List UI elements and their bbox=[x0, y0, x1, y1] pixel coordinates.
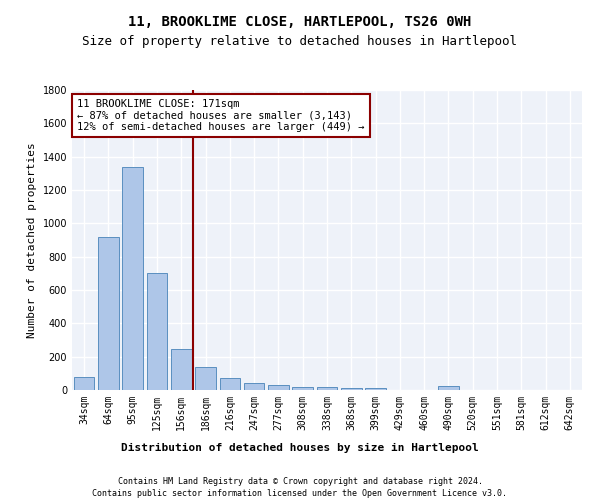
Bar bbox=[292, 386, 313, 390]
Bar bbox=[122, 166, 143, 390]
Bar bbox=[98, 236, 119, 390]
Text: Distribution of detached houses by size in Hartlepool: Distribution of detached houses by size … bbox=[121, 442, 479, 452]
Text: 11, BROOKLIME CLOSE, HARTLEPOOL, TS26 0WH: 11, BROOKLIME CLOSE, HARTLEPOOL, TS26 0W… bbox=[128, 15, 472, 29]
Y-axis label: Number of detached properties: Number of detached properties bbox=[27, 142, 37, 338]
Bar bbox=[244, 382, 265, 390]
Bar bbox=[317, 386, 337, 390]
Bar bbox=[341, 388, 362, 390]
Text: Size of property relative to detached houses in Hartlepool: Size of property relative to detached ho… bbox=[83, 35, 517, 48]
Text: Contains public sector information licensed under the Open Government Licence v3: Contains public sector information licen… bbox=[92, 489, 508, 498]
Bar bbox=[438, 386, 459, 390]
Bar bbox=[220, 378, 240, 390]
Text: 11 BROOKLIME CLOSE: 171sqm
← 87% of detached houses are smaller (3,143)
12% of s: 11 BROOKLIME CLOSE: 171sqm ← 87% of deta… bbox=[77, 99, 365, 132]
Bar bbox=[365, 388, 386, 390]
Bar bbox=[268, 386, 289, 390]
Bar bbox=[195, 366, 216, 390]
Bar bbox=[146, 274, 167, 390]
Bar bbox=[74, 376, 94, 390]
Bar bbox=[171, 349, 191, 390]
Text: Contains HM Land Registry data © Crown copyright and database right 2024.: Contains HM Land Registry data © Crown c… bbox=[118, 478, 482, 486]
